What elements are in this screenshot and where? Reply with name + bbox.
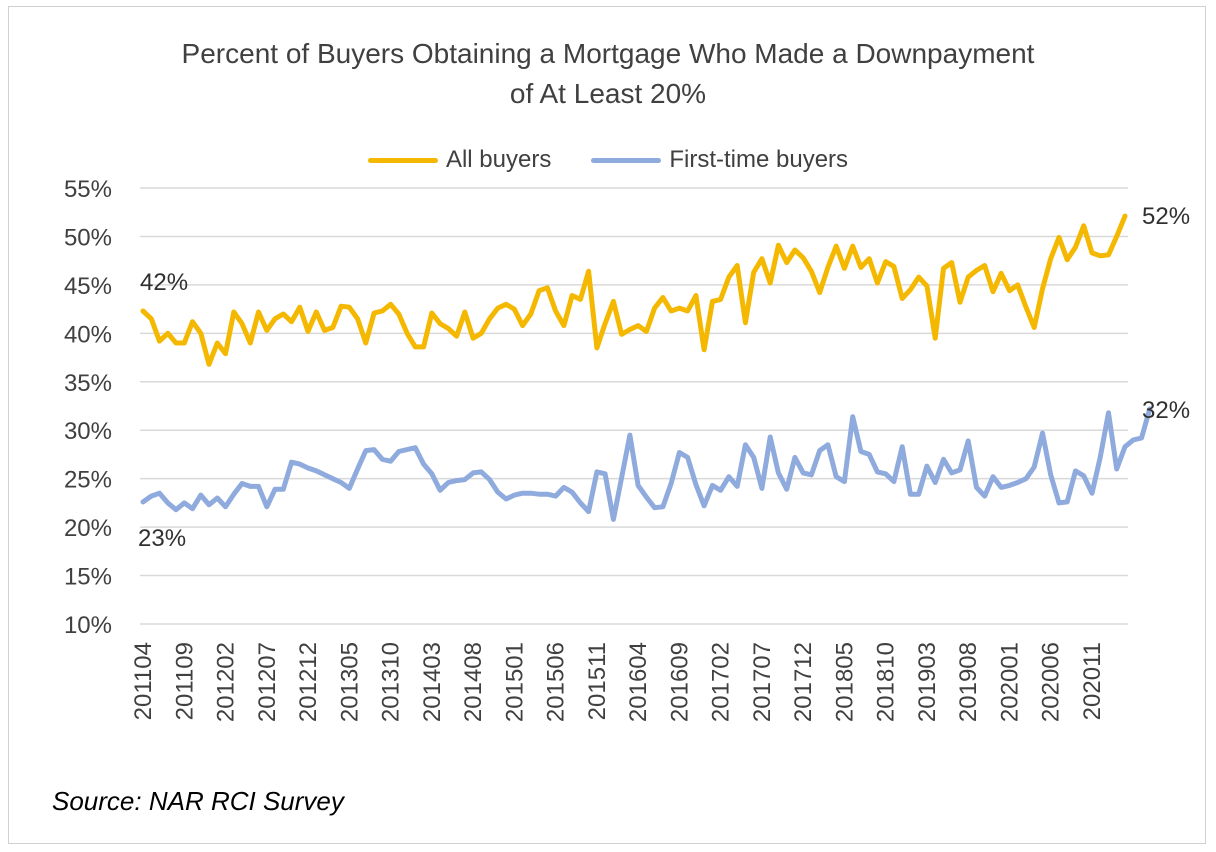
x-tick-label: 201408	[460, 642, 487, 722]
x-tick-label: 201109	[171, 642, 198, 720]
x-tick-label: 201202	[213, 642, 240, 722]
y-tick-label: 55%	[64, 176, 112, 203]
x-tick-label: 201712	[790, 642, 817, 722]
y-tick-label: 20%	[64, 515, 112, 542]
series-line-all-buyers	[140, 213, 1128, 367]
x-tick-label: 201609	[666, 642, 693, 722]
x-tick-label: 202006	[1038, 642, 1065, 722]
start-label-all-buyers: 42%	[140, 269, 188, 296]
x-tick-label: 201305	[336, 642, 363, 722]
x-tick-label: 201702	[708, 642, 735, 722]
end-label-first-time-buyers: 32%	[1142, 397, 1190, 424]
chart-title: Percent of Buyers Obtaining a Mortgage W…	[0, 34, 1216, 114]
x-tick-label: 201207	[254, 642, 281, 722]
y-tick-label: 35%	[64, 370, 112, 397]
chart-title-line-1: Percent of Buyers Obtaining a Mortgage W…	[181, 38, 1035, 69]
x-tick-label: 201805	[831, 642, 858, 722]
legend-item-first-time-buyers: First-time buyers	[591, 146, 848, 174]
legend-item-all-buyers: All buyers	[367, 146, 552, 174]
chart-title-line-2: of At Least 20%	[509, 78, 707, 109]
x-tick-label: 201212	[295, 642, 322, 722]
chart-legend: All buyers First-time buyers	[0, 146, 1216, 174]
y-tick-label: 45%	[64, 273, 112, 300]
x-tick-label: 201104	[130, 642, 157, 720]
start-label-first-time-buyers: 23%	[138, 525, 186, 552]
legend-label-all-buyers: All buyers	[445, 146, 552, 173]
legend-swatch-first-time-buyers	[591, 157, 662, 163]
legend-swatch-all-buyers	[367, 157, 438, 163]
x-tick-label: 201506	[543, 642, 570, 722]
legend-label-first-time-buyers: First-time buyers	[669, 146, 849, 173]
x-tick-label: 201908	[955, 642, 982, 722]
x-tick-label: 201707	[749, 642, 776, 722]
x-tick-label: 201403	[419, 642, 446, 722]
y-tick-label: 15%	[64, 564, 112, 591]
x-tick-label: 201604	[625, 642, 652, 722]
x-tick-label: 202001	[996, 642, 1023, 722]
x-tick-label: 201511	[584, 642, 611, 720]
source-note: Source: NAR RCI Survey	[52, 786, 344, 816]
x-tick-label: 201903	[914, 642, 941, 722]
y-tick-label: 30%	[64, 418, 112, 445]
x-tick-label: 201810	[873, 642, 900, 722]
y-tick-label: 50%	[64, 224, 112, 251]
chart-frame	[8, 6, 1206, 844]
series-line-first-time-buyers	[140, 406, 1153, 522]
y-tick-label: 25%	[64, 467, 112, 494]
end-label-all-buyers: 52%	[1142, 203, 1190, 230]
x-tick-label: 201501	[501, 642, 528, 722]
x-tick-label: 202011	[1079, 642, 1106, 720]
x-tick-label: 201310	[378, 642, 405, 722]
y-tick-label: 40%	[64, 321, 112, 348]
y-tick-label: 10%	[64, 612, 112, 639]
